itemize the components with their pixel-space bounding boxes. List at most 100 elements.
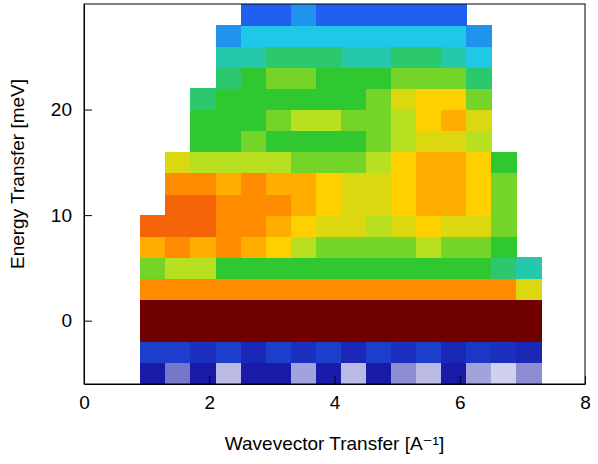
- heat-cell: [416, 194, 442, 216]
- heat-cell: [316, 131, 342, 153]
- heat-cell: [341, 278, 367, 300]
- heat-cell: [241, 110, 267, 132]
- heat-cell: [140, 278, 166, 300]
- heat-cell: [266, 25, 292, 47]
- heat-cell: [341, 88, 367, 110]
- heat-cell: [291, 152, 317, 174]
- heat-cell: [441, 278, 467, 300]
- heat-cell: [266, 88, 292, 110]
- heat-cell: [391, 131, 417, 153]
- heat-cell: [266, 321, 292, 343]
- heat-cell: [366, 67, 392, 89]
- x-tick: 2: [204, 376, 215, 413]
- heat-cell: [516, 363, 542, 384]
- heat-cell: [416, 88, 442, 110]
- y-tick-mark: [84, 110, 92, 111]
- heat-cell: [266, 342, 292, 364]
- heat-cell: [291, 194, 317, 216]
- x-tick-label: 0: [79, 392, 90, 413]
- heat-cell: [266, 300, 292, 322]
- heat-cell: [241, 88, 267, 110]
- heat-cell: [165, 173, 191, 195]
- heat-cell: [366, 363, 392, 384]
- heat-cell: [466, 110, 492, 132]
- heat-cell: [466, 25, 492, 47]
- heat-cell: [216, 300, 242, 322]
- heat-cell: [165, 236, 191, 258]
- heat-cell: [416, 236, 442, 258]
- heat-cell: [165, 278, 191, 300]
- heat-cell: [241, 300, 267, 322]
- heat-cell: [291, 88, 317, 110]
- heat-cell: [416, 67, 442, 89]
- heat-cell: [391, 342, 417, 364]
- heat-cell: [291, 236, 317, 258]
- heat-cell: [241, 321, 267, 343]
- x-tick-label: 2: [204, 392, 215, 413]
- heat-cell: [466, 67, 492, 89]
- y-tick: 10: [51, 205, 92, 226]
- heat-cell: [491, 342, 517, 364]
- heat-cell: [165, 300, 191, 322]
- heat-cell: [266, 236, 292, 258]
- heat-cell: [190, 300, 216, 322]
- heat-cell: [216, 110, 242, 132]
- heat-cell: [241, 257, 267, 279]
- heat-cell: [416, 215, 442, 237]
- heat-cell: [291, 342, 317, 364]
- heat-cell: [491, 257, 517, 279]
- heat-cell: [190, 131, 216, 153]
- heat-cell: [216, 215, 242, 237]
- heat-cell: [366, 321, 392, 343]
- x-tick-mark: [209, 376, 210, 384]
- heat-cell: [165, 363, 191, 384]
- y-tick: 20: [51, 99, 92, 120]
- heat-cell: [216, 131, 242, 153]
- heat-cell: [266, 257, 292, 279]
- heat-cell: [165, 257, 191, 279]
- heat-cell: [291, 4, 317, 26]
- heat-cell: [466, 173, 492, 195]
- heat-cell: [416, 110, 442, 132]
- heat-cell: [190, 194, 216, 216]
- heat-cell: [241, 236, 267, 258]
- heat-cell: [216, 46, 242, 68]
- heat-cell: [466, 131, 492, 153]
- heat-cell: [516, 321, 542, 343]
- heat-cell: [291, 131, 317, 153]
- heat-cell: [441, 173, 467, 195]
- heat-cell: [216, 257, 242, 279]
- heat-cell: [416, 46, 442, 68]
- heat-cell: [291, 25, 317, 47]
- heat-cell: [316, 67, 342, 89]
- heat-cell: [216, 25, 242, 47]
- heat-cell: [341, 131, 367, 153]
- heat-cell: [391, 278, 417, 300]
- heat-cell: [466, 152, 492, 174]
- heat-cell: [241, 46, 267, 68]
- heat-cell: [366, 110, 392, 132]
- heat-cell: [341, 25, 367, 47]
- heat-cell: [366, 300, 392, 322]
- heat-cell: [316, 152, 342, 174]
- heat-cell: [441, 342, 467, 364]
- y-tick-label: 10: [51, 205, 72, 226]
- heat-cell: [291, 110, 317, 132]
- heat-cell: [466, 88, 492, 110]
- heat-cell: [466, 257, 492, 279]
- heat-cell: [190, 110, 216, 132]
- heat-cell: [140, 300, 166, 322]
- heat-cell: [466, 215, 492, 237]
- heat-cell: [140, 236, 166, 258]
- heat-cell: [241, 25, 267, 47]
- heat-cell: [441, 321, 467, 343]
- heat-cell: [366, 236, 392, 258]
- heat-cell: [491, 321, 517, 343]
- heat-cell: [391, 4, 417, 26]
- x-tick: 4: [330, 376, 341, 413]
- heat-cell: [316, 363, 342, 384]
- heat-cell: [216, 342, 242, 364]
- heat-cell: [241, 173, 267, 195]
- heat-cell: [190, 215, 216, 237]
- heat-cell: [140, 363, 166, 384]
